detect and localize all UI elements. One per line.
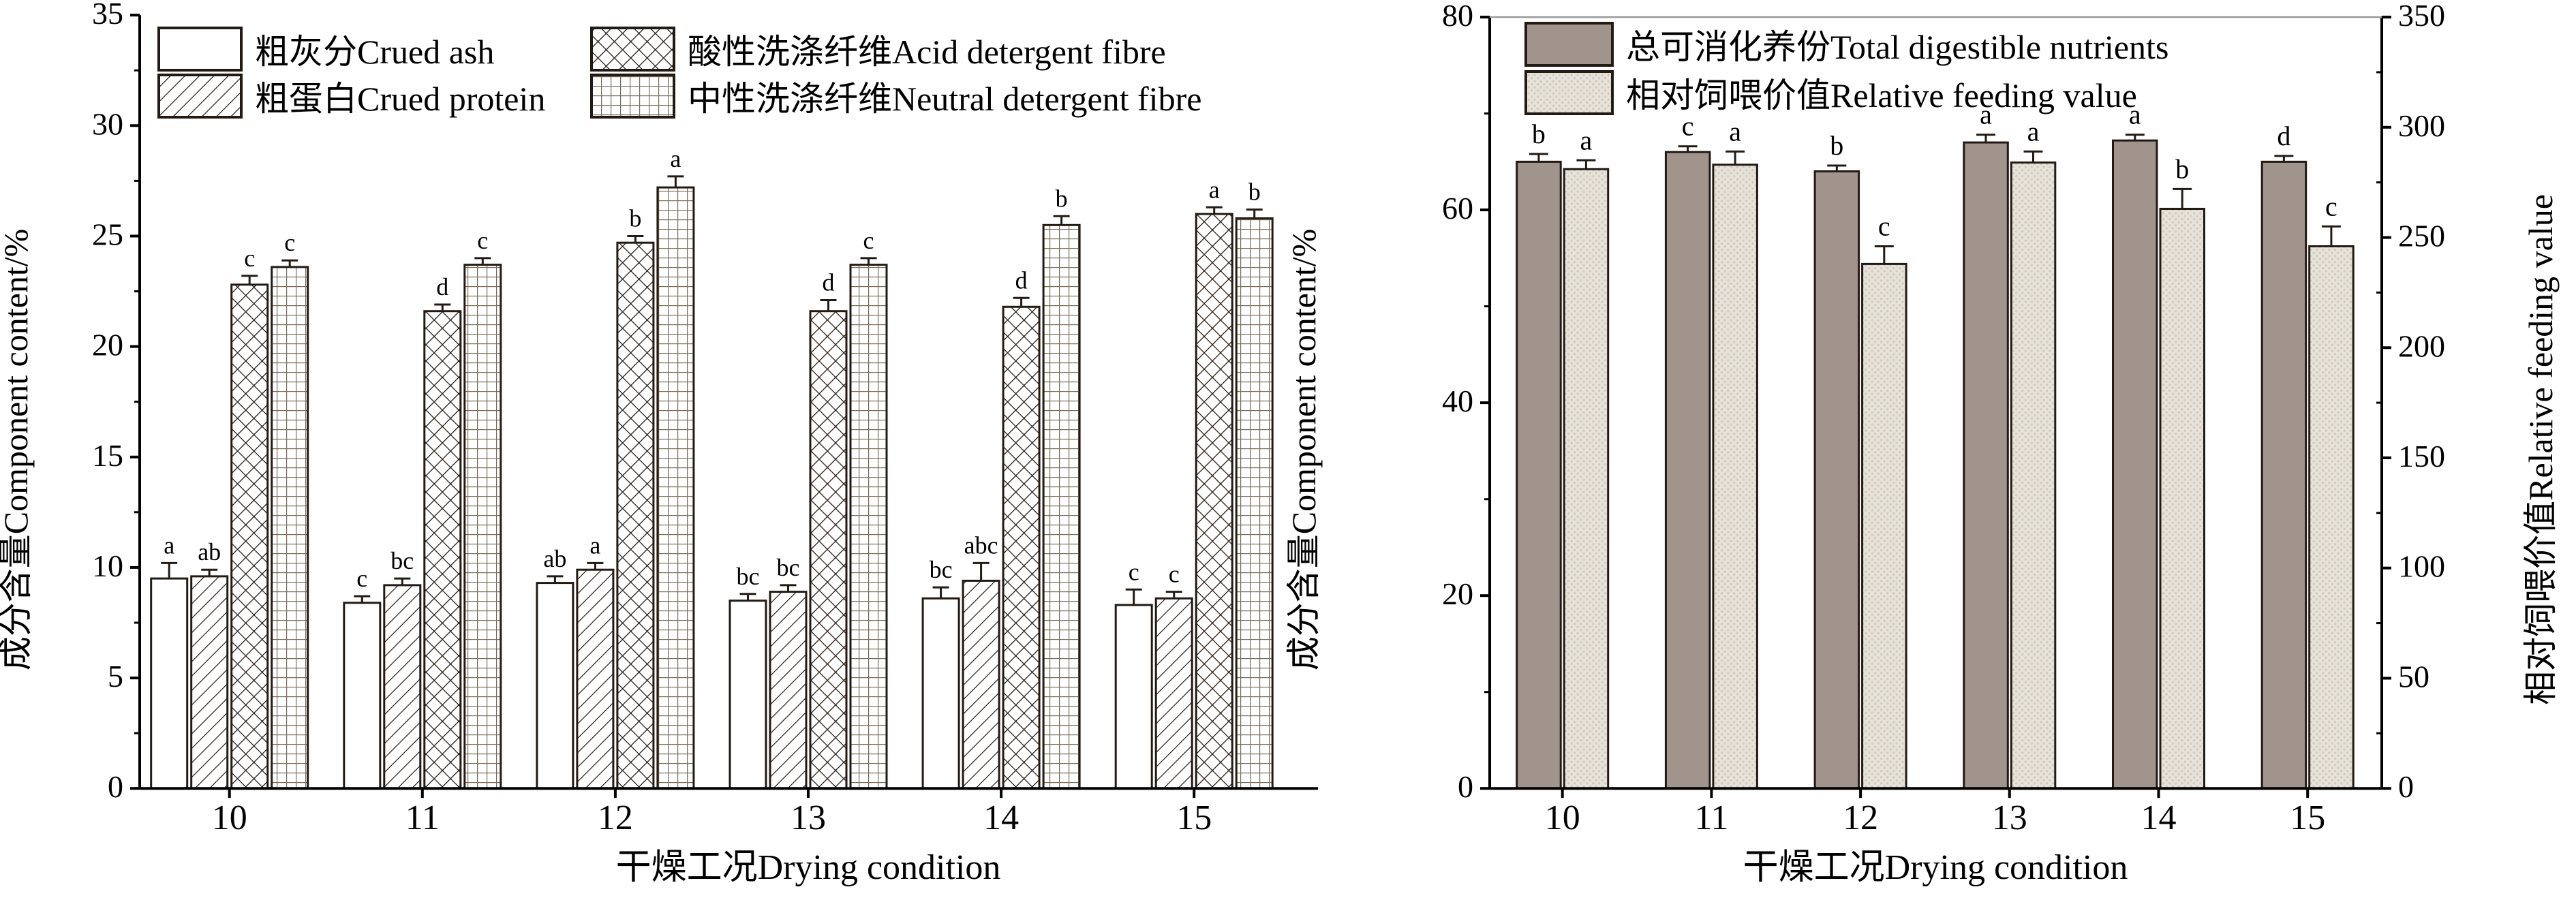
svg-text:250: 250 <box>2398 219 2445 253</box>
svg-text:12: 12 <box>598 798 633 837</box>
svg-text:13: 13 <box>1992 798 2027 837</box>
svg-text:c: c <box>1682 111 1694 142</box>
svg-text:350: 350 <box>2398 0 2445 33</box>
svg-text:30: 30 <box>92 106 123 141</box>
svg-text:300: 300 <box>2398 108 2445 143</box>
svg-text:粗灰分Crued ash: 粗灰分Crued ash <box>255 33 494 71</box>
svg-text:11: 11 <box>405 798 440 837</box>
svg-text:11: 11 <box>1694 798 1728 837</box>
svg-text:c: c <box>863 227 874 254</box>
svg-text:5: 5 <box>108 659 123 694</box>
svg-text:a: a <box>1729 116 1741 146</box>
svg-text:a: a <box>1580 125 1593 155</box>
svg-text:20: 20 <box>92 328 123 362</box>
svg-text:c: c <box>2325 191 2337 221</box>
svg-text:ab: ab <box>198 538 221 565</box>
svg-text:25: 25 <box>92 217 123 252</box>
svg-text:15: 15 <box>92 438 123 473</box>
svg-text:60: 60 <box>1442 191 1473 226</box>
svg-text:bc: bc <box>930 556 953 583</box>
svg-text:150: 150 <box>2398 439 2445 474</box>
svg-text:15: 15 <box>2290 798 2325 837</box>
svg-text:0: 0 <box>108 769 123 804</box>
svg-text:c: c <box>1129 558 1139 585</box>
svg-text:a: a <box>1209 176 1220 203</box>
svg-text:0: 0 <box>1458 769 1473 804</box>
svg-text:c: c <box>356 565 367 592</box>
svg-text:200: 200 <box>2398 328 2445 363</box>
svg-text:干燥工况Drying condition: 干燥工况Drying condition <box>616 848 1001 887</box>
svg-text:a: a <box>670 145 681 172</box>
svg-text:10: 10 <box>212 798 247 837</box>
svg-text:d: d <box>436 273 448 300</box>
svg-text:35: 35 <box>92 0 123 31</box>
svg-text:40: 40 <box>1442 384 1473 418</box>
svg-text:13: 13 <box>791 798 826 837</box>
svg-text:a: a <box>2027 116 2040 146</box>
svg-text:酸性洗涤纤维Acid detergent fibre: 酸性洗涤纤维Acid detergent fibre <box>688 33 1166 71</box>
svg-text:中性洗涤纤维Neutral detergent fibre: 中性洗涤纤维Neutral detergent fibre <box>688 80 1201 118</box>
svg-text:d: d <box>2277 121 2290 151</box>
svg-text:b: b <box>1830 130 1843 161</box>
svg-text:成分含量Component content/%: 成分含量Component content/% <box>1285 229 1323 671</box>
svg-text:abc: abc <box>964 531 998 559</box>
svg-text:c: c <box>244 245 255 272</box>
svg-text:15: 15 <box>1176 798 1212 837</box>
svg-text:50: 50 <box>2398 660 2429 694</box>
svg-text:b: b <box>1248 179 1261 206</box>
svg-text:100: 100 <box>2398 549 2445 584</box>
svg-text:b: b <box>629 205 641 232</box>
svg-text:12: 12 <box>1843 798 1878 837</box>
svg-text:ab: ab <box>543 545 566 572</box>
svg-text:d: d <box>823 269 835 296</box>
svg-text:a: a <box>164 531 174 559</box>
svg-text:c: c <box>284 229 295 256</box>
svg-text:c: c <box>1878 211 1890 242</box>
svg-text:b: b <box>1532 119 1546 149</box>
svg-text:c: c <box>477 227 488 254</box>
svg-text:成分含量Component content/%: 成分含量Component content/% <box>0 229 35 671</box>
svg-text:b: b <box>1056 185 1068 212</box>
svg-text:相对饲喂价值Relative feeding value: 相对饲喂价值Relative feeding value <box>2521 194 2560 705</box>
svg-text:b: b <box>2175 153 2189 184</box>
svg-text:0: 0 <box>2398 769 2414 804</box>
svg-text:干燥工况Drying condition: 干燥工况Drying condition <box>1743 848 2128 887</box>
svg-text:bc: bc <box>737 563 760 590</box>
svg-text:bc: bc <box>390 547 414 574</box>
svg-text:相对饲喂价值Relative feeding value: 相对饲喂价值Relative feeding value <box>1626 76 2137 114</box>
svg-text:总可消化养份Total digestible nutrien: 总可消化养份Total digestible nutrients <box>1626 28 2168 66</box>
svg-text:d: d <box>1015 266 1028 294</box>
svg-text:14: 14 <box>2141 798 2177 837</box>
svg-text:80: 80 <box>1442 0 1473 33</box>
svg-text:a: a <box>589 531 600 559</box>
svg-text:10: 10 <box>92 548 123 583</box>
svg-text:20: 20 <box>1442 576 1473 611</box>
svg-text:粗蛋白Crued protein: 粗蛋白Crued protein <box>255 80 545 118</box>
svg-text:14: 14 <box>983 798 1019 837</box>
svg-text:c: c <box>1169 561 1180 588</box>
svg-text:bc: bc <box>777 554 800 581</box>
svg-text:10: 10 <box>1545 798 1580 837</box>
